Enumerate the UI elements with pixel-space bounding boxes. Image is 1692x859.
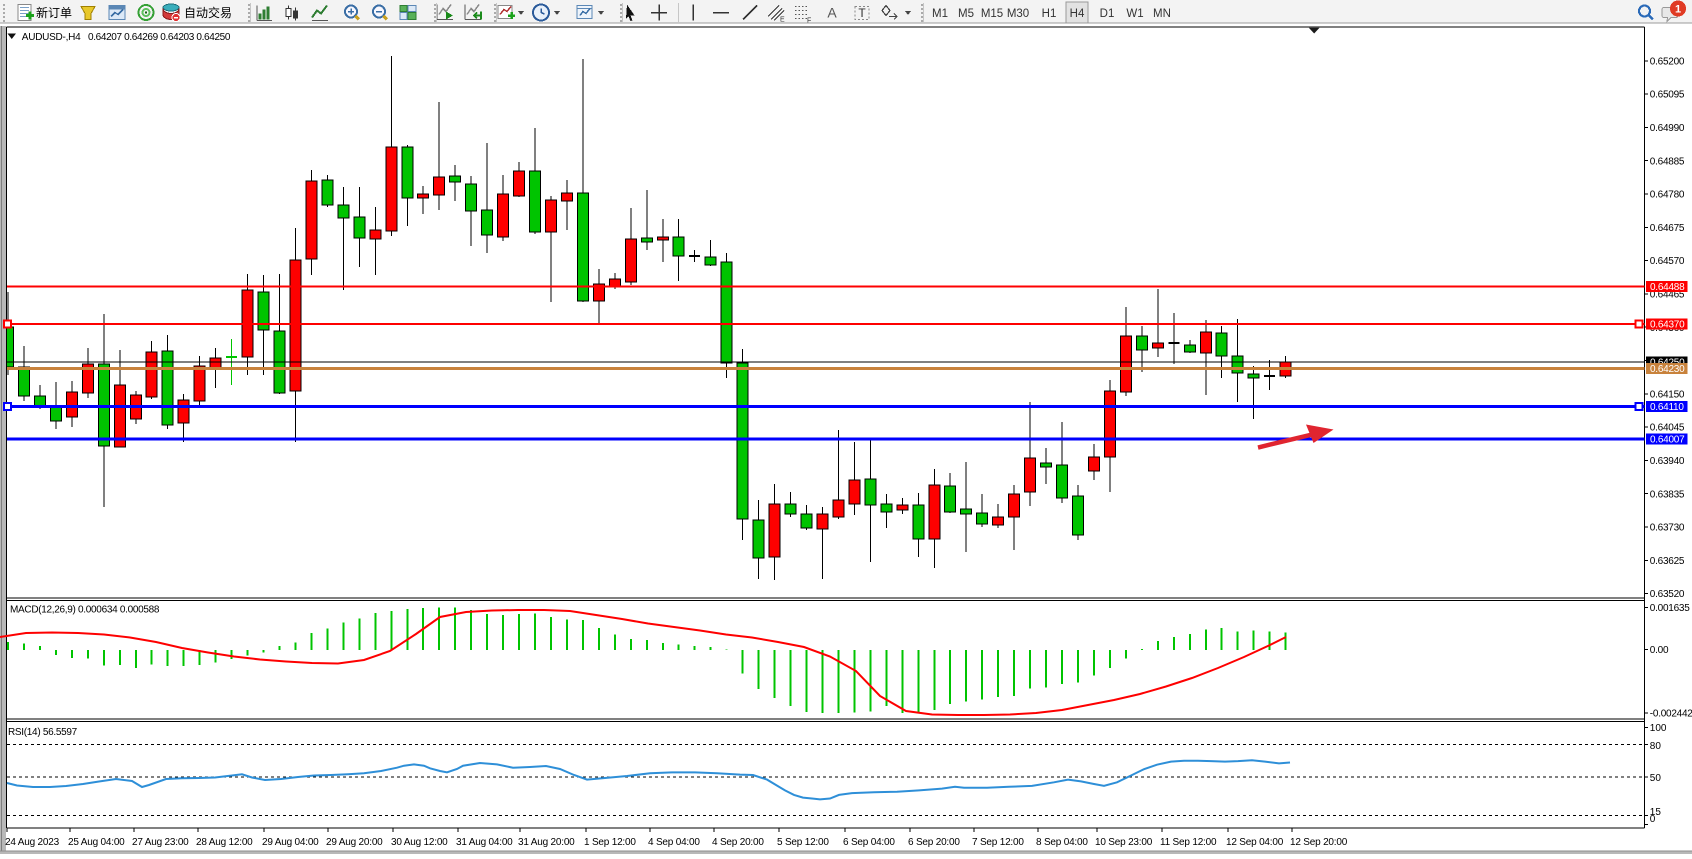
svg-text:0.64465: 0.64465 bbox=[1650, 289, 1685, 300]
svg-text:0.64230: 0.64230 bbox=[1650, 364, 1685, 375]
svg-text:0.64007: 0.64007 bbox=[1650, 435, 1685, 446]
svg-text:W1: W1 bbox=[1126, 8, 1143, 20]
svg-text:-0.002442: -0.002442 bbox=[1650, 709, 1692, 720]
svg-text:1 Sep 12:00: 1 Sep 12:00 bbox=[584, 837, 636, 848]
svg-text:8 Sep 04:00: 8 Sep 04:00 bbox=[1036, 837, 1088, 848]
svg-text:A: A bbox=[827, 5, 837, 21]
svg-text:25 Aug 04:00: 25 Aug 04:00 bbox=[68, 837, 125, 848]
svg-text:0.65095: 0.65095 bbox=[1650, 90, 1685, 101]
svg-text:AUDUSD-,H4: AUDUSD-,H4 bbox=[22, 32, 81, 43]
svg-text:0.64675: 0.64675 bbox=[1650, 223, 1685, 234]
svg-text:T: T bbox=[858, 6, 866, 20]
svg-text:0.63730: 0.63730 bbox=[1650, 523, 1685, 534]
svg-text:M15: M15 bbox=[981, 8, 1003, 20]
svg-text:5 Sep 12:00: 5 Sep 12:00 bbox=[777, 837, 829, 848]
svg-text:M1: M1 bbox=[932, 8, 948, 20]
svg-text:29 Aug 04:00: 29 Aug 04:00 bbox=[262, 837, 319, 848]
svg-text:M5: M5 bbox=[958, 8, 974, 20]
svg-text:27 Aug 23:00: 27 Aug 23:00 bbox=[132, 837, 189, 848]
svg-text:M30: M30 bbox=[1007, 8, 1029, 20]
svg-text:E: E bbox=[780, 17, 785, 24]
svg-text:10 Sep 23:00: 10 Sep 23:00 bbox=[1095, 837, 1153, 848]
svg-text:0.64045: 0.64045 bbox=[1650, 423, 1685, 434]
svg-text:0.64570: 0.64570 bbox=[1650, 256, 1685, 267]
svg-text:1: 1 bbox=[1675, 4, 1681, 16]
svg-text:6 Sep 20:00: 6 Sep 20:00 bbox=[908, 837, 960, 848]
svg-text:0.65200: 0.65200 bbox=[1650, 56, 1685, 67]
svg-text:28 Aug 12:00: 28 Aug 12:00 bbox=[196, 837, 253, 848]
svg-text:6 Sep 04:00: 6 Sep 04:00 bbox=[843, 837, 895, 848]
svg-text:新订单: 新订单 bbox=[36, 5, 72, 20]
svg-text:RSI(14) 56.5597: RSI(14) 56.5597 bbox=[8, 727, 78, 738]
svg-text:0.64207 0.64269 0.64203 0.6425: 0.64207 0.64269 0.64203 0.64250 bbox=[88, 32, 231, 43]
svg-text:24 Aug 2023: 24 Aug 2023 bbox=[5, 837, 60, 848]
svg-text:31 Aug 04:00: 31 Aug 04:00 bbox=[456, 837, 513, 848]
svg-text:29 Aug 20:00: 29 Aug 20:00 bbox=[326, 837, 383, 848]
svg-text:MN: MN bbox=[1153, 8, 1171, 20]
svg-text:0.64780: 0.64780 bbox=[1650, 190, 1685, 201]
svg-text:0.00: 0.00 bbox=[1650, 645, 1669, 656]
svg-text:0: 0 bbox=[1650, 814, 1656, 825]
svg-text:0.63940: 0.63940 bbox=[1650, 456, 1685, 467]
svg-text:0.63520: 0.63520 bbox=[1650, 589, 1685, 600]
svg-text:0.64885: 0.64885 bbox=[1650, 156, 1685, 167]
svg-text:0.64110: 0.64110 bbox=[1650, 402, 1684, 413]
svg-text:0.64370: 0.64370 bbox=[1650, 320, 1685, 331]
svg-text:80: 80 bbox=[1650, 741, 1662, 752]
svg-text:H1: H1 bbox=[1042, 8, 1057, 20]
svg-text:自动交易: 自动交易 bbox=[184, 5, 232, 20]
svg-text:4 Sep 20:00: 4 Sep 20:00 bbox=[712, 837, 764, 848]
svg-text:0.63625: 0.63625 bbox=[1650, 556, 1685, 567]
svg-text:0.64150: 0.64150 bbox=[1650, 389, 1685, 400]
svg-text:12 Sep 04:00: 12 Sep 04:00 bbox=[1226, 837, 1284, 848]
svg-text:0.001635: 0.001635 bbox=[1650, 603, 1690, 614]
svg-text:12 Sep 20:00: 12 Sep 20:00 bbox=[1290, 837, 1348, 848]
svg-text:4 Sep 04:00: 4 Sep 04:00 bbox=[648, 837, 700, 848]
svg-text:30 Aug 12:00: 30 Aug 12:00 bbox=[391, 837, 448, 848]
svg-text:11 Sep 12:00: 11 Sep 12:00 bbox=[1160, 837, 1217, 848]
svg-text:F: F bbox=[807, 18, 811, 25]
svg-text:31 Aug 20:00: 31 Aug 20:00 bbox=[518, 837, 575, 848]
svg-text:MACD(12,26,9) 0.000634 0.00058: MACD(12,26,9) 0.000634 0.000588 bbox=[10, 605, 160, 616]
svg-text:0.64488: 0.64488 bbox=[1650, 282, 1685, 293]
svg-text:H4: H4 bbox=[1070, 8, 1085, 20]
svg-text:100: 100 bbox=[1650, 723, 1667, 734]
svg-text:7 Sep 12:00: 7 Sep 12:00 bbox=[972, 837, 1024, 848]
svg-text:50: 50 bbox=[1650, 773, 1662, 784]
svg-text:0.63835: 0.63835 bbox=[1650, 489, 1685, 500]
svg-text:D1: D1 bbox=[1100, 8, 1115, 20]
svg-text:0.64990: 0.64990 bbox=[1650, 123, 1685, 134]
svg-text:15: 15 bbox=[1650, 807, 1662, 818]
